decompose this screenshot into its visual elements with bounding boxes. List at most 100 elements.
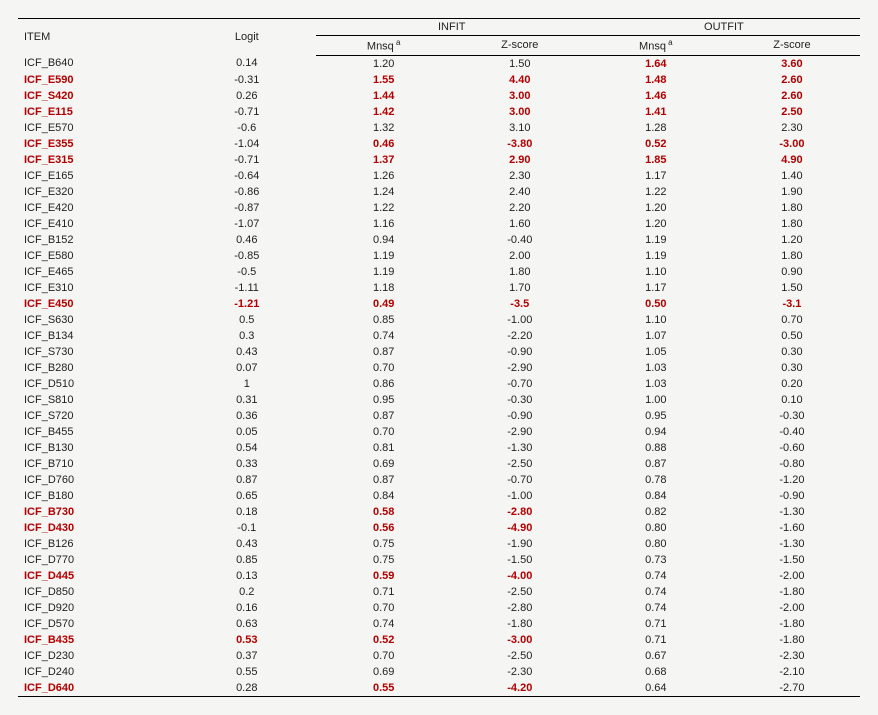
cell-infit_mnsq: 0.84 [316, 488, 452, 504]
cell-infit_z: 1.50 [452, 55, 588, 72]
cell-item: ICF_D430 [18, 520, 178, 536]
cell-logit: 0.3 [178, 328, 316, 344]
cell-outfit_z: 1.20 [724, 232, 860, 248]
cell-infit_mnsq: 0.95 [316, 392, 452, 408]
cell-outfit_mnsq: 1.00 [588, 392, 724, 408]
cell-item: ICF_S730 [18, 344, 178, 360]
cell-item: ICF_E570 [18, 120, 178, 136]
cell-item: ICF_S810 [18, 392, 178, 408]
cell-infit_z: 2.30 [452, 168, 588, 184]
cell-infit_mnsq: 0.55 [316, 680, 452, 697]
cell-item: ICF_B710 [18, 456, 178, 472]
table-row: ICF_E450-1.210.49-3.50.50-3.1 [18, 296, 860, 312]
table-row: ICF_E420-0.871.222.201.201.80 [18, 200, 860, 216]
table-row: ICF_D4450.130.59-4.000.74-2.00 [18, 568, 860, 584]
table-row: ICF_E165-0.641.262.301.171.40 [18, 168, 860, 184]
cell-outfit_mnsq: 1.85 [588, 152, 724, 168]
cell-item: ICF_E310 [18, 280, 178, 296]
cell-infit_mnsq: 0.86 [316, 376, 452, 392]
cell-infit_mnsq: 1.32 [316, 120, 452, 136]
cell-item: ICF_D640 [18, 680, 178, 697]
cell-infit_z: -4.00 [452, 568, 588, 584]
cell-outfit_mnsq: 0.71 [588, 616, 724, 632]
cell-infit_mnsq: 1.55 [316, 72, 452, 88]
cell-outfit_z: -1.50 [724, 552, 860, 568]
cell-outfit_mnsq: 1.10 [588, 264, 724, 280]
cell-item: ICF_D445 [18, 568, 178, 584]
cell-logit: 0.33 [178, 456, 316, 472]
cell-outfit_mnsq: 1.20 [588, 200, 724, 216]
cell-outfit_z: 0.50 [724, 328, 860, 344]
cell-item: ICF_S420 [18, 88, 178, 104]
table-row: ICF_E355-1.040.46-3.800.52-3.00 [18, 136, 860, 152]
cell-logit: -0.85 [178, 248, 316, 264]
cell-item: ICF_D920 [18, 600, 178, 616]
cell-logit: -1.04 [178, 136, 316, 152]
table-row: ICF_B1260.430.75-1.900.80-1.30 [18, 536, 860, 552]
cell-item: ICF_E315 [18, 152, 178, 168]
cell-item: ICF_E165 [18, 168, 178, 184]
stats-table-container: ITEM Logit INFIT OUTFIT Mnsq a Z-score M… [18, 18, 860, 697]
cell-infit_z: 2.40 [452, 184, 588, 200]
cell-logit: -0.5 [178, 264, 316, 280]
table-row: ICF_B1800.650.84-1.000.84-0.90 [18, 488, 860, 504]
cell-infit_z: -2.50 [452, 648, 588, 664]
cell-infit_z: -1.00 [452, 312, 588, 328]
table-row: ICF_D51010.86-0.701.030.20 [18, 376, 860, 392]
cell-logit: 0.63 [178, 616, 316, 632]
cell-outfit_mnsq: 1.17 [588, 280, 724, 296]
cell-outfit_mnsq: 0.95 [588, 408, 724, 424]
cell-outfit_z: -1.30 [724, 536, 860, 552]
cell-logit: 0.14 [178, 55, 316, 72]
cell-infit_mnsq: 0.71 [316, 584, 452, 600]
table-row: ICF_E410-1.071.161.601.201.80 [18, 216, 860, 232]
cell-infit_z: 3.00 [452, 88, 588, 104]
cell-outfit_mnsq: 1.41 [588, 104, 724, 120]
cell-infit_z: -2.80 [452, 600, 588, 616]
cell-infit_mnsq: 1.18 [316, 280, 452, 296]
cell-logit: 0.05 [178, 424, 316, 440]
cell-logit: 0.37 [178, 648, 316, 664]
cell-outfit_mnsq: 0.74 [588, 600, 724, 616]
cell-outfit_z: -1.20 [724, 472, 860, 488]
cell-outfit_z: 1.80 [724, 200, 860, 216]
table-row: ICF_S8100.310.95-0.301.000.10 [18, 392, 860, 408]
cell-outfit_z: 1.40 [724, 168, 860, 184]
cell-infit_mnsq: 0.69 [316, 664, 452, 680]
cell-infit_z: -2.50 [452, 584, 588, 600]
cell-outfit_z: -0.90 [724, 488, 860, 504]
cell-infit_mnsq: 0.49 [316, 296, 452, 312]
cell-item: ICF_B730 [18, 504, 178, 520]
cell-item: ICF_E115 [18, 104, 178, 120]
cell-logit: 0.46 [178, 232, 316, 248]
table-row: ICF_E465-0.51.191.801.100.90 [18, 264, 860, 280]
cell-infit_mnsq: 0.58 [316, 504, 452, 520]
table-row: ICF_E570-0.61.323.101.282.30 [18, 120, 860, 136]
cell-item: ICF_E410 [18, 216, 178, 232]
cell-infit_z: 2.20 [452, 200, 588, 216]
cell-logit: 0.07 [178, 360, 316, 376]
cell-outfit_z: 2.30 [724, 120, 860, 136]
cell-outfit_z: 0.70 [724, 312, 860, 328]
cell-infit_mnsq: 0.46 [316, 136, 452, 152]
cell-infit_mnsq: 0.56 [316, 520, 452, 536]
cell-outfit_mnsq: 1.20 [588, 216, 724, 232]
cell-outfit_z: 1.80 [724, 248, 860, 264]
cell-outfit_z: 0.10 [724, 392, 860, 408]
cell-logit: 0.5 [178, 312, 316, 328]
cell-logit: 0.2 [178, 584, 316, 600]
table-row: ICF_B2800.070.70-2.901.030.30 [18, 360, 860, 376]
cell-infit_mnsq: 1.26 [316, 168, 452, 184]
cell-item: ICF_E465 [18, 264, 178, 280]
header-infit-z: Z-score [452, 36, 588, 56]
cell-logit: 0.55 [178, 664, 316, 680]
table-row: ICF_E315-0.711.372.901.854.90 [18, 152, 860, 168]
cell-logit: -1.07 [178, 216, 316, 232]
cell-infit_z: 2.90 [452, 152, 588, 168]
cell-outfit_mnsq: 1.03 [588, 360, 724, 376]
cell-infit_z: -0.40 [452, 232, 588, 248]
cell-infit_z: -0.30 [452, 392, 588, 408]
cell-infit_mnsq: 1.19 [316, 264, 452, 280]
cell-outfit_mnsq: 0.87 [588, 456, 724, 472]
cell-outfit_mnsq: 0.52 [588, 136, 724, 152]
